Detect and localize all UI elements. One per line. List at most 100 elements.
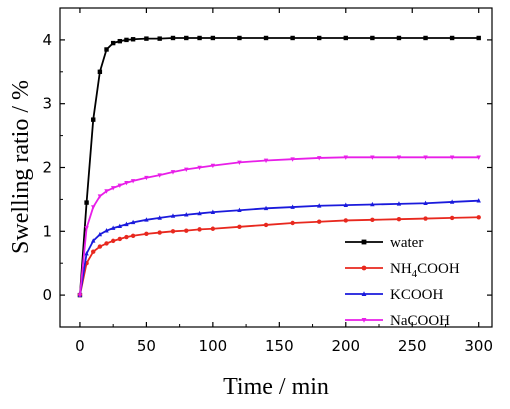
x-axis: 0 50 100 150 200 250 300 [75,8,493,355]
legend-label: NaCOOH [390,313,450,329]
data-point-water [157,36,162,41]
data-point-nh4cooh [449,215,455,221]
x-axis-title: Time / min [223,374,329,400]
data-point-nh4cooh [97,244,103,249]
data-point-kcooh [84,251,89,256]
series-water [77,35,481,298]
data-point-water [476,35,481,41]
data-point-nh4cooh [237,224,242,230]
series-nacooh [77,155,481,298]
data-point-water [117,38,123,44]
data-point-nacooh [197,165,202,171]
data-point-nacooh [97,194,103,199]
data-point-water [237,35,242,41]
data-point-kcooh [157,215,162,220]
legend-label: NH4COOH [390,261,460,280]
data-point-nacooh [91,205,96,210]
data-point-nh4cooh [104,241,109,246]
data-point-nh4cooh [290,220,295,226]
legend-item-kcooh: KCOOH [345,287,444,303]
data-point-nacooh [370,155,375,160]
data-point-water [210,35,216,41]
y-tick-label: 3 [42,95,52,113]
data-point-water [423,35,428,41]
data-point-nacooh [117,183,123,188]
series-kcooh [77,198,481,297]
data-point-kcooh [124,221,129,227]
y-tick-label: 2 [42,159,52,177]
data-point-nacooh [210,163,216,169]
series-line-nh4cooh [79,216,479,296]
data-point-nacooh [290,157,295,162]
data-point-nh4cooh [396,216,402,222]
data-point-nacooh [84,226,89,231]
data-point-nh4cooh [476,215,481,220]
data-point-nacooh [144,175,149,181]
data-point-water [396,35,402,41]
data-point-nh4cooh [130,233,136,238]
legend-marker [361,291,367,296]
data-point-kcooh [197,210,202,216]
series-nh4cooh [77,215,481,298]
legend-marker [361,239,367,245]
data-point-nacooh [184,167,189,173]
data-point-kcooh [170,213,176,218]
data-point-kcooh [423,200,428,206]
data-point-water [144,36,149,41]
data-point-water [184,35,189,41]
data-point-nh4cooh [170,229,176,234]
data-point-nh4cooh [144,231,149,237]
data-point-kcooh [130,219,136,225]
data-point-nh4cooh [124,234,129,240]
data-point-nacooh [110,186,116,191]
x-tick-label: 50 [137,337,156,355]
data-point-nacooh [263,158,269,164]
legend-item-nacooh: NaCOOH [345,313,450,329]
legend-marker [361,265,367,271]
data-point-nh4cooh [343,218,348,223]
data-point-kcooh [290,204,295,209]
data-point-water [124,37,129,43]
data-point-nacooh [343,155,348,160]
data-point-water [97,69,103,74]
data-point-kcooh [237,207,242,213]
data-point-kcooh [396,201,402,206]
y-tick-label: 0 [42,286,52,304]
data-point-water [170,35,176,41]
y-axis-title: Swelling ratio / % [8,80,34,254]
data-point-nh4cooh [91,249,96,254]
plot-frame [59,7,493,328]
data-point-kcooh [91,238,96,243]
data-point-nacooh [157,173,162,178]
y-tick-label: 4 [42,31,52,49]
data-point-water [290,35,295,41]
x-tick-label: 300 [464,337,493,355]
data-point-water [317,35,322,41]
data-point-nacooh [237,160,242,165]
data-point-kcooh [110,225,116,230]
data-point-nh4cooh [110,238,116,244]
data-point-kcooh [144,217,149,222]
data-point-kcooh [97,231,103,237]
data-point-nacooh [423,155,428,160]
data-point-water [263,35,269,41]
data-point-nacooh [170,170,176,175]
data-point-nacooh [396,155,402,160]
data-point-kcooh [370,201,375,207]
data-point-nh4cooh [157,230,162,235]
data-point-water [449,35,455,41]
data-point-water [343,35,348,41]
data-point-kcooh [263,205,269,211]
data-point-nh4cooh [370,217,375,223]
data-point-water [84,200,89,205]
legend-label: water [390,235,423,251]
data-point-water [91,117,96,122]
x-tick-label: 0 [75,337,85,355]
x-tick-label: 200 [331,337,360,355]
x-tick-label: 250 [398,337,427,355]
data-point-nh4cooh [197,227,202,232]
data-point-kcooh [184,212,189,217]
data-point-water [104,47,109,52]
data-point-water [130,37,136,42]
